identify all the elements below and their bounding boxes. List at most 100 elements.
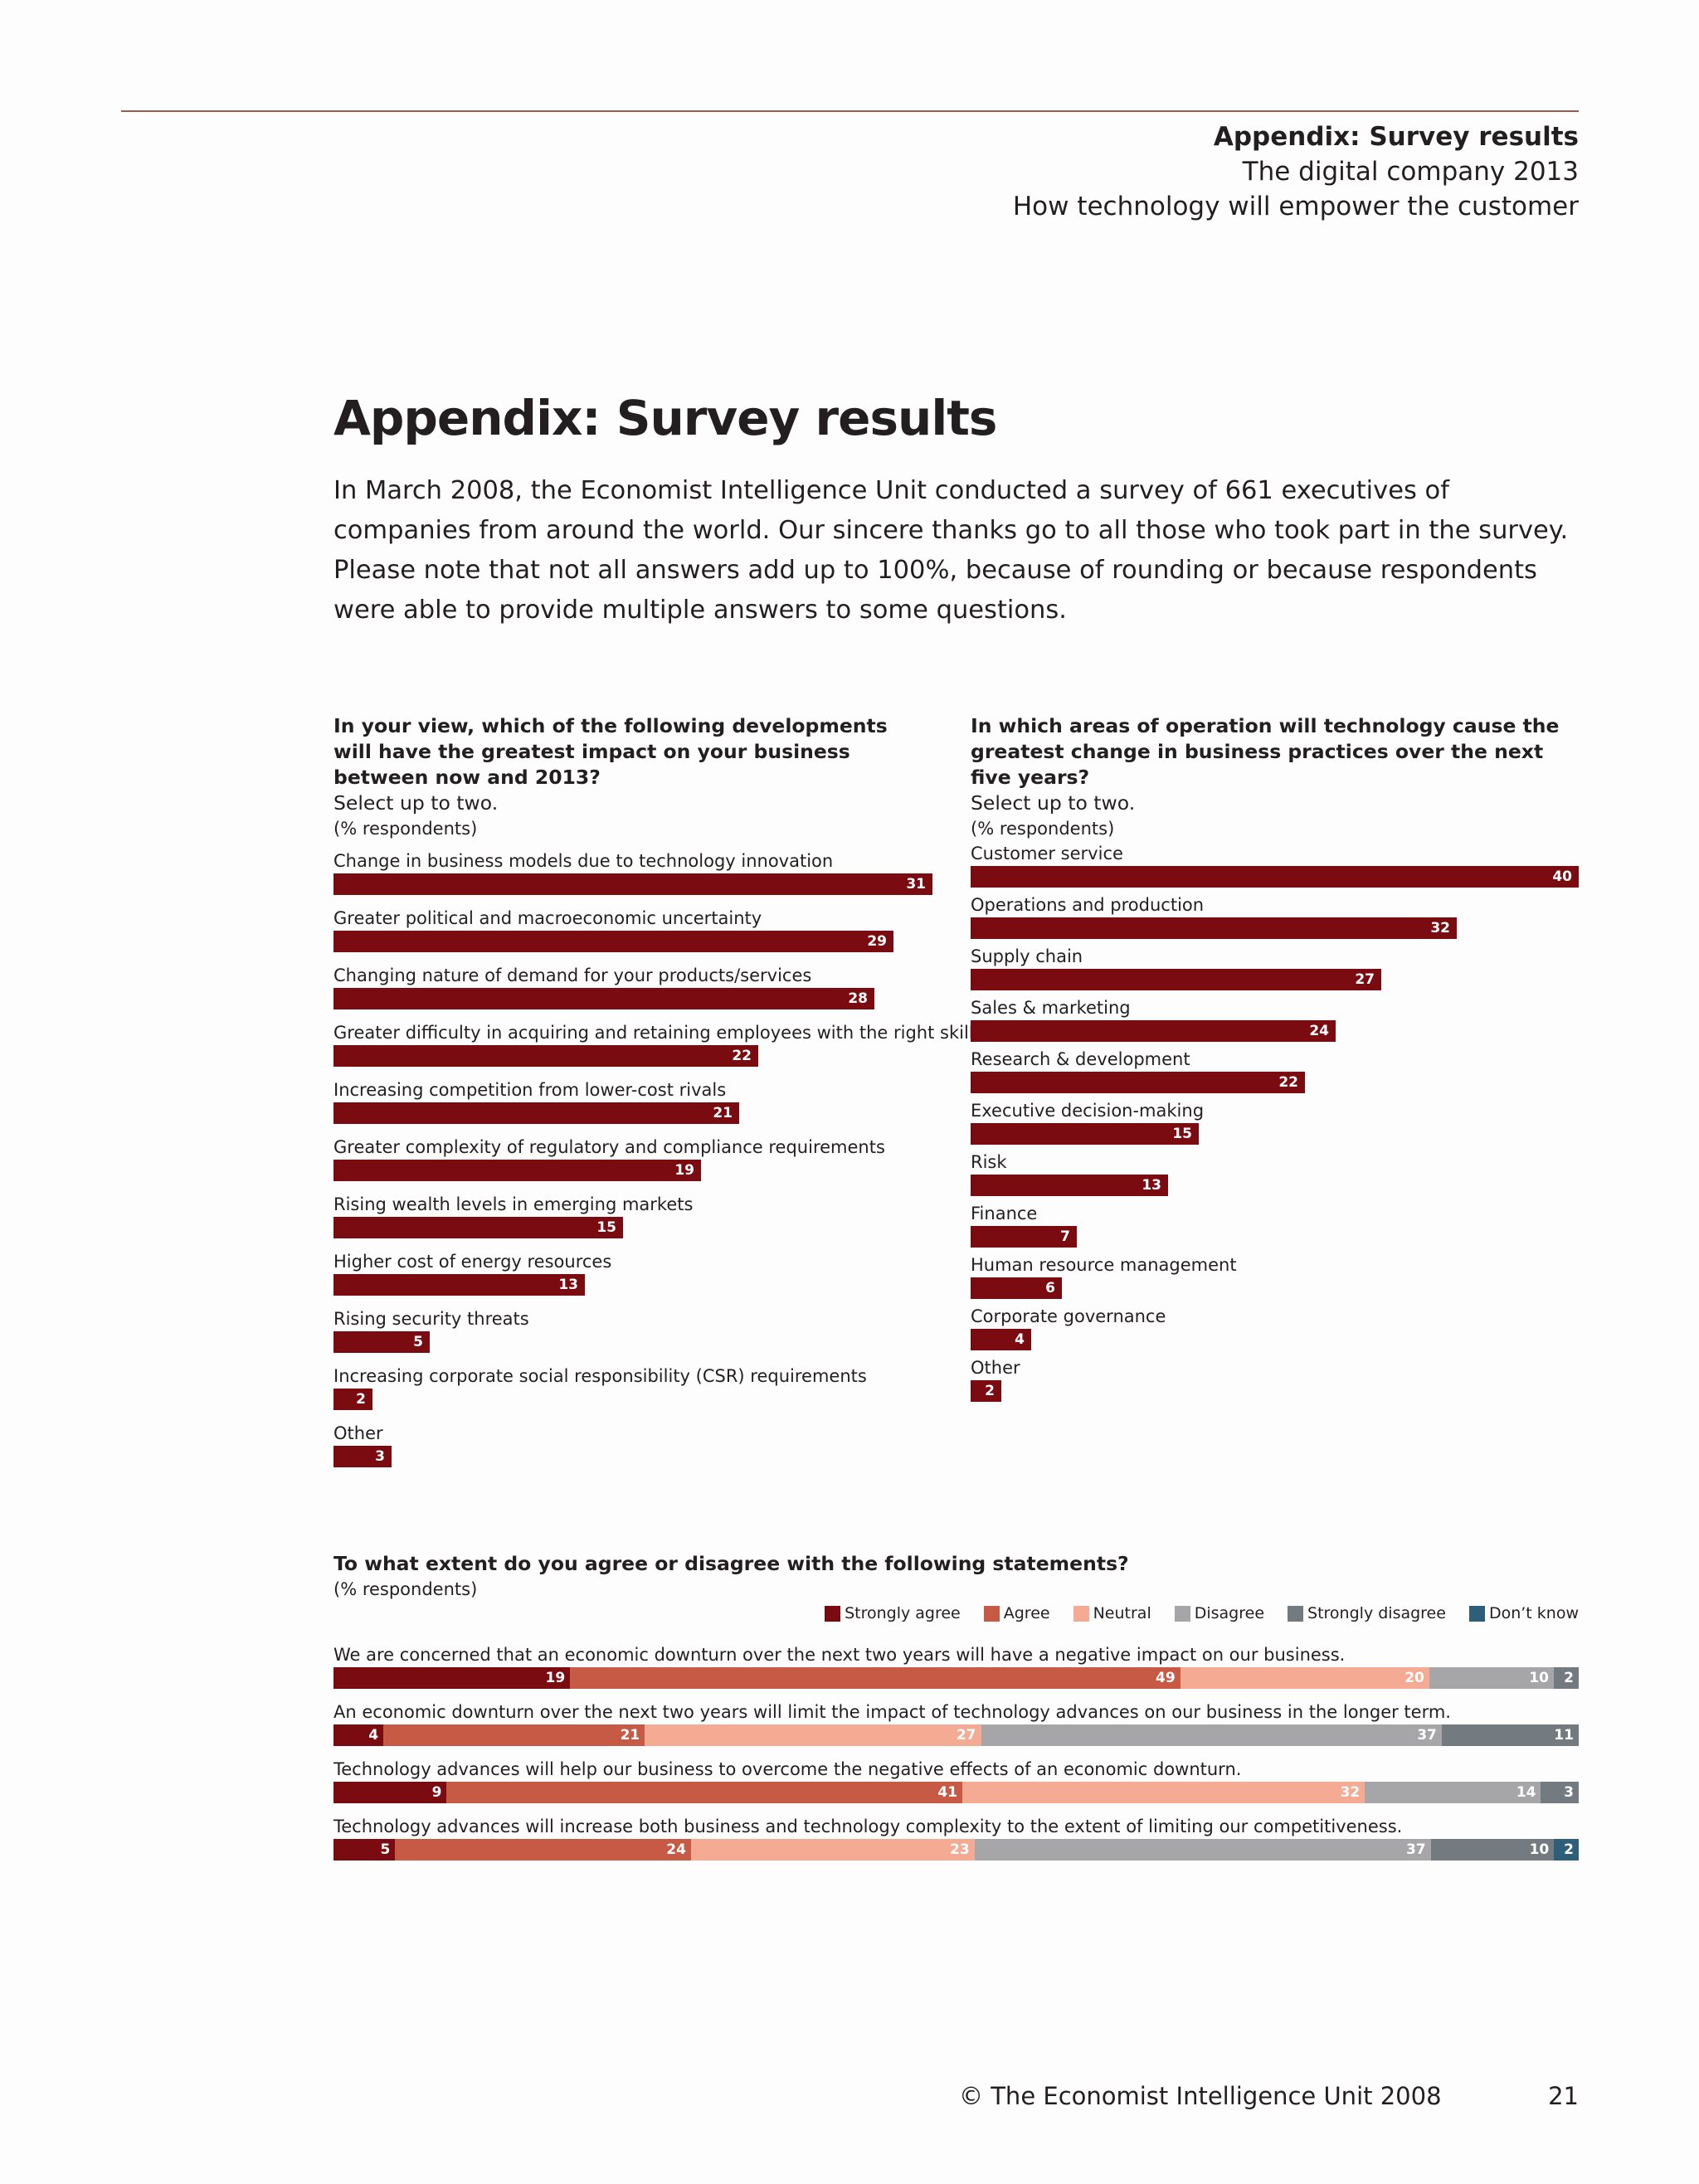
bar-row: Finance 7 (971, 1203, 1579, 1249)
bar: 31 (333, 873, 932, 895)
category-label: Other (971, 1358, 1020, 1378)
data-label: 27 (956, 1727, 976, 1744)
data-label: 10 (1529, 1670, 1549, 1686)
legend-item: Disagree (1174, 1604, 1265, 1622)
bar: 27 (971, 969, 1381, 990)
bar: 22 (333, 1045, 758, 1067)
bar-segment: 20 (1180, 1667, 1429, 1689)
chart-note: (% respondents) (333, 819, 478, 839)
chart-legend: Strongly agree Agree Neutral Disagree Strong… (825, 1604, 1579, 1622)
data-label: 5 (380, 1841, 391, 1858)
category-label: Executive decision-making (971, 1101, 1205, 1121)
statement-row: Technology advances will help our busine… (333, 1758, 1579, 1805)
bar: 29 (333, 931, 893, 952)
bar-row: Changing nature of demand for your produ… (333, 965, 932, 1011)
legend-item: Agree (983, 1604, 1050, 1622)
bar: 13 (971, 1175, 1168, 1196)
bar: 5 (333, 1331, 430, 1353)
category-label: Finance (971, 1204, 1038, 1223)
data-label: 23 (950, 1841, 970, 1858)
bar-segment: 4 (333, 1724, 384, 1746)
bar-segment: 19 (333, 1667, 571, 1689)
legend-swatch (1288, 1605, 1304, 1622)
data-label: 2 (1564, 1841, 1574, 1858)
data-label: 37 (1417, 1727, 1437, 1744)
legend-label: Disagree (1194, 1604, 1265, 1622)
bar-row: Executive decision-making 15 (971, 1100, 1579, 1146)
bar-segment: 23 (690, 1839, 975, 1861)
data-label: 2 (985, 1383, 995, 1399)
chart-title: In your view, which of the following dev… (333, 714, 888, 789)
legend-swatch (1468, 1605, 1485, 1622)
chart-note: (% respondents) (333, 1579, 478, 1599)
category-label: Greater political and macroeconomic unce… (333, 908, 762, 928)
stacked-bar: 5 24 23 37 10 2 (333, 1839, 1579, 1861)
data-label: 19 (545, 1670, 566, 1686)
bar: 32 (971, 917, 1457, 939)
bar-segment: 10 (1430, 1839, 1555, 1861)
legend-swatch (983, 1605, 1000, 1622)
data-label: 37 (1405, 1841, 1426, 1858)
stacked-bar: 19 49 20 10 2 (333, 1667, 1579, 1689)
header-title: Appendix: Survey results (1213, 122, 1579, 152)
bar-row: Greater difficulty in acquiring and reta… (333, 1022, 983, 1068)
data-label: 49 (1156, 1670, 1176, 1686)
bar-row: Other 3 (333, 1423, 932, 1469)
chart-note: (% respondents) (971, 819, 1115, 839)
bar-row: Greater political and macroeconomic unce… (333, 907, 932, 954)
data-label: 20 (1404, 1670, 1424, 1686)
category-label: Changing nature of demand for your produ… (333, 966, 812, 985)
data-label: 13 (558, 1277, 578, 1293)
bar-row: Research & development 22 (971, 1048, 1579, 1095)
bar-segment: 32 (962, 1782, 1366, 1803)
data-label: 11 (1554, 1727, 1574, 1744)
data-label: 21 (620, 1727, 640, 1744)
data-label: 7 (1060, 1228, 1070, 1245)
data-label: 15 (596, 1219, 616, 1236)
category-label: Risk (971, 1152, 1007, 1172)
statement-label: Technology advances will increase both b… (333, 1817, 1403, 1836)
data-label: 5 (413, 1334, 423, 1350)
legend-item: Neutral (1073, 1604, 1151, 1622)
bar-segment: 5 (333, 1839, 396, 1861)
data-label: 9 (431, 1784, 442, 1801)
data-label: 22 (732, 1048, 752, 1064)
data-label: 32 (1340, 1784, 1361, 1801)
statement-label: An economic downturn over the next two y… (333, 1702, 1451, 1722)
bar-segment: 2 (1553, 1667, 1579, 1689)
page-number: 21 (1548, 2082, 1579, 2110)
bar-row: Risk 13 (971, 1151, 1579, 1198)
page-title: Appendix: Survey results (333, 390, 997, 446)
bar-row: Other 2 (971, 1357, 1579, 1403)
statement-row: An economic downturn over the next two y… (333, 1701, 1579, 1748)
data-label: 13 (1142, 1177, 1161, 1194)
bar: 13 (333, 1274, 585, 1296)
bar-segment: 10 (1429, 1667, 1554, 1689)
data-label: 2 (356, 1391, 366, 1408)
bar-segment: 3 (1541, 1782, 1579, 1803)
category-label: Higher cost of energy resources (333, 1252, 612, 1272)
category-label: Rising wealth levels in emerging markets (333, 1194, 694, 1214)
data-label: 4 (368, 1727, 379, 1744)
bar-segment: 49 (570, 1667, 1181, 1689)
bar-row: Supply chain 27 (971, 946, 1579, 992)
legend-label: Agree (1003, 1604, 1050, 1622)
category-label: Supply chain (971, 946, 1083, 966)
bar: 40 (971, 866, 1579, 888)
bar-segment: 2 (1554, 1839, 1579, 1861)
bar: 2 (971, 1380, 1001, 1402)
category-label: Increasing corporate social responsibili… (333, 1366, 867, 1386)
bar-row: Human resource management 6 (971, 1254, 1579, 1301)
header-report-subtitle: How technology will empower the customer (1012, 192, 1579, 221)
data-label: 6 (1045, 1280, 1055, 1296)
category-label: Greater complexity of regulatory and com… (333, 1137, 885, 1157)
bar: 21 (333, 1102, 739, 1124)
bar: 6 (971, 1277, 1062, 1299)
bar-segment: 37 (981, 1724, 1442, 1746)
chart-subtitle: Select up to two. (333, 791, 499, 815)
bar-segment: 9 (333, 1782, 447, 1803)
bar-segment: 24 (395, 1839, 691, 1861)
data-label: 24 (666, 1841, 686, 1858)
data-label: 21 (713, 1105, 733, 1121)
data-label: 22 (1278, 1074, 1298, 1091)
